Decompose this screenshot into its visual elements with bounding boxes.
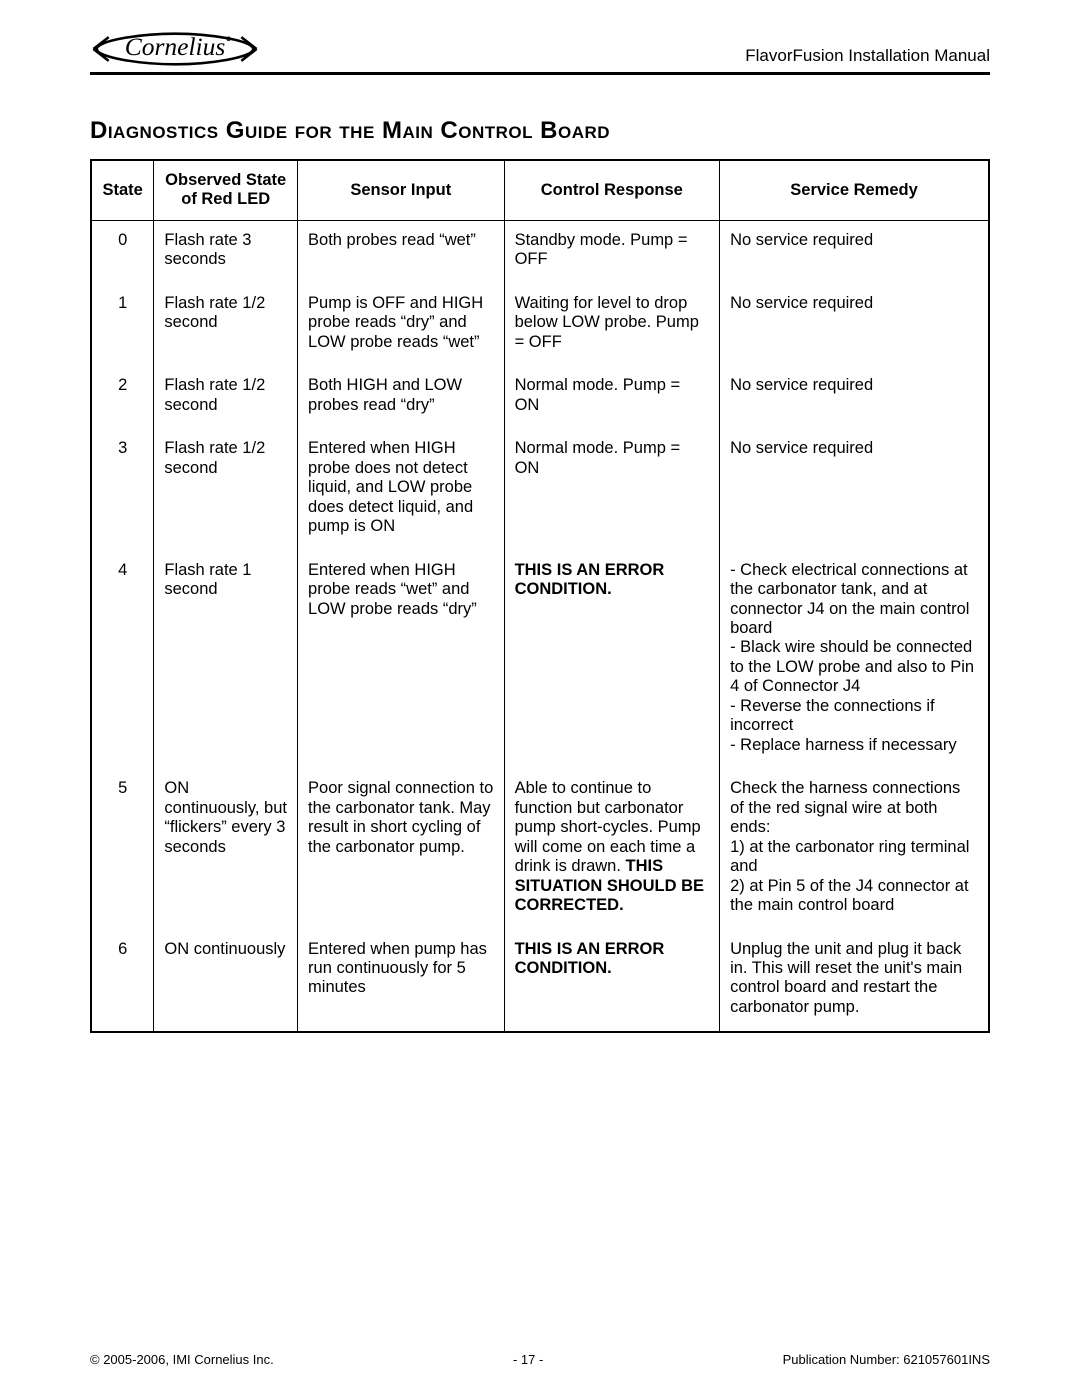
table-header-row: State Observed State of Red LED Sensor I… <box>91 160 989 220</box>
cell-sensor: Pump is OFF and HIGH probe reads “dry” a… <box>298 284 505 366</box>
table-row: 2Flash rate 1/2 secondBoth HIGH and LOW … <box>91 366 989 429</box>
cell-observed: Flash rate 1/2 second <box>154 366 298 429</box>
cell-response: Normal mode. Pump = ON <box>504 429 720 550</box>
cell-sensor: Entered when pump has run continuously f… <box>298 930 505 1033</box>
table-body: 0Flash rate 3 secondsBoth probes read “w… <box>91 220 989 1032</box>
cell-sensor: Both probes read “wet” <box>298 220 505 283</box>
page: Cornelius R FlavorFusion Installation Ma… <box>0 0 1080 1033</box>
col-header-response: Control Response <box>504 160 720 220</box>
cell-remedy: Unplug the unit and plug it back in. Thi… <box>720 930 989 1033</box>
footer-publication: Publication Number: 621057601INS <box>783 1352 990 1367</box>
cell-state: 2 <box>91 366 154 429</box>
cell-state: 4 <box>91 551 154 770</box>
footer-page-number: - 17 - <box>513 1352 543 1367</box>
cell-remedy: - Check electrical connections at the ca… <box>720 551 989 770</box>
table-row: 6ON continuouslyEntered when pump has ru… <box>91 930 989 1033</box>
col-header-observed: Observed State of Red LED <box>154 160 298 220</box>
section-title: Diagnostics Guide for the Main Control B… <box>90 117 990 145</box>
col-header-sensor: Sensor Input <box>298 160 505 220</box>
cell-state: 5 <box>91 769 154 929</box>
cell-response: THIS IS AN ERROR CONDITION. <box>504 930 720 1033</box>
cell-response: Able to continue to function but carbona… <box>504 769 720 929</box>
cell-observed: Flash rate 1 second <box>154 551 298 770</box>
cell-observed: Flash rate 1/2 second <box>154 284 298 366</box>
cell-response: THIS IS AN ERROR CONDITION. <box>504 551 720 770</box>
table-row: 1Flash rate 1/2 secondPump is OFF and HI… <box>91 284 989 366</box>
page-header: Cornelius R FlavorFusion Installation Ma… <box>90 28 990 75</box>
cell-response: Standby mode. Pump = OFF <box>504 220 720 283</box>
col-header-remedy: Service Remedy <box>720 160 989 220</box>
cell-sensor: Both HIGH and LOW probes read “dry” <box>298 366 505 429</box>
cell-sensor: Entered when HIGH probe does not detect … <box>298 429 505 550</box>
table-row: 0Flash rate 3 secondsBoth probes read “w… <box>91 220 989 283</box>
cell-remedy: No service required <box>720 366 989 429</box>
diagnostics-table: State Observed State of Red LED Sensor I… <box>90 159 990 1033</box>
manual-title: FlavorFusion Installation Manual <box>745 46 990 70</box>
cell-observed: ON continuously <box>154 930 298 1033</box>
svg-text:R: R <box>227 38 229 42</box>
cell-observed: Flash rate 3 seconds <box>154 220 298 283</box>
table-row: 4Flash rate 1 secondEntered when HIGH pr… <box>91 551 989 770</box>
cell-observed: ON continuously, but “flickers” every 3 … <box>154 769 298 929</box>
cell-state: 0 <box>91 220 154 283</box>
cell-sensor: Poor signal connection to the carbonator… <box>298 769 505 929</box>
cell-remedy: No service required <box>720 220 989 283</box>
cornelius-logo: Cornelius R <box>90 28 260 70</box>
cell-state: 1 <box>91 284 154 366</box>
cell-response: Waiting for level to drop below LOW prob… <box>504 284 720 366</box>
table-row: 3Flash rate 1/2 secondEntered when HIGH … <box>91 429 989 550</box>
col-header-state: State <box>91 160 154 220</box>
svg-text:Cornelius: Cornelius <box>125 32 226 61</box>
footer-copyright: © 2005-2006, IMI Cornelius Inc. <box>90 1352 274 1367</box>
cell-sensor: Entered when HIGH probe reads “wet” and … <box>298 551 505 770</box>
cell-state: 3 <box>91 429 154 550</box>
cell-remedy: No service required <box>720 284 989 366</box>
cell-response: Normal mode. Pump = ON <box>504 366 720 429</box>
cell-state: 6 <box>91 930 154 1033</box>
cell-remedy: No service required <box>720 429 989 550</box>
table-row: 5ON continuously, but “flickers” every 3… <box>91 769 989 929</box>
page-footer: © 2005-2006, IMI Cornelius Inc. - 17 - P… <box>90 1352 990 1367</box>
cell-observed: Flash rate 1/2 second <box>154 429 298 550</box>
cell-remedy: Check the harness connections of the red… <box>720 769 989 929</box>
